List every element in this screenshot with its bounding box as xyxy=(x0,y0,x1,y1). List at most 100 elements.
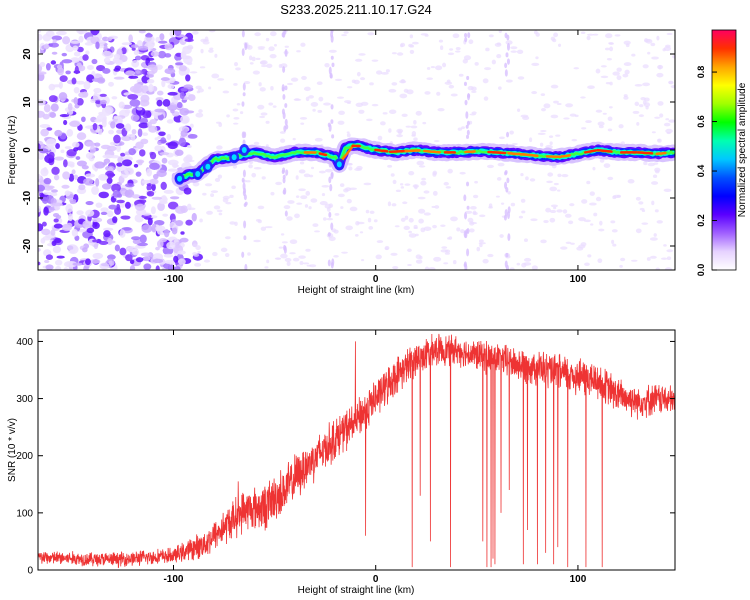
noise-blob xyxy=(39,61,46,68)
noise-blob xyxy=(63,120,68,126)
noise-blob xyxy=(163,253,174,258)
noise-speck xyxy=(295,195,300,199)
noise-blob xyxy=(140,252,151,257)
streak-speck xyxy=(505,52,509,58)
noise-speck xyxy=(421,177,426,181)
noise-speck xyxy=(340,206,344,210)
noise-blob xyxy=(159,151,170,156)
streak-speck xyxy=(330,222,334,231)
noise-speck xyxy=(280,253,288,259)
noise-speck xyxy=(246,45,253,50)
noise-speck xyxy=(597,258,603,263)
noise-speck xyxy=(581,127,587,130)
noise-speck xyxy=(310,198,318,203)
noise-speck xyxy=(467,217,474,223)
noise-speck xyxy=(259,61,267,65)
noise-blob xyxy=(38,205,42,213)
noise-blob xyxy=(99,93,107,97)
noise-speck xyxy=(553,182,559,186)
noise-blob xyxy=(51,51,58,55)
carrier-hot-segment xyxy=(318,152,328,157)
noise-speck xyxy=(642,82,651,87)
figure-title: S233.2025.211.10.17.G24 xyxy=(280,2,432,17)
noise-speck xyxy=(388,109,397,115)
noise-blob xyxy=(143,263,152,270)
noise-speck xyxy=(434,205,440,209)
noise-speck xyxy=(217,174,223,179)
streak-speck xyxy=(464,99,468,106)
noise-blob xyxy=(70,40,81,44)
noise-speck xyxy=(424,266,430,270)
spectrogram-xtick-label: 0 xyxy=(373,274,379,285)
noise-speck xyxy=(366,118,373,122)
noise-blob xyxy=(63,159,68,168)
noise-blob xyxy=(72,262,83,266)
noise-speck xyxy=(627,179,635,184)
noise-blob xyxy=(78,184,86,191)
noise-blob xyxy=(113,53,121,60)
streak-speck xyxy=(330,55,334,60)
noise-blob xyxy=(164,43,173,51)
noise-speck xyxy=(387,164,393,168)
noise-speck xyxy=(452,33,460,39)
noise-speck xyxy=(496,53,502,59)
noise-speck xyxy=(279,131,286,134)
noise-speck xyxy=(599,220,603,226)
noise-blob xyxy=(177,250,186,255)
noise-speck xyxy=(310,102,319,107)
noise-blob xyxy=(38,261,41,266)
noise-speck xyxy=(229,221,236,225)
noise-speck xyxy=(568,220,574,225)
noise-speck xyxy=(659,113,664,118)
noise-blob xyxy=(92,221,100,230)
noise-blob xyxy=(93,87,102,94)
noise-speck xyxy=(305,96,310,102)
noise-blob xyxy=(38,174,41,180)
noise-blob xyxy=(175,220,184,227)
streak-speck xyxy=(327,259,331,267)
noise-blob xyxy=(71,141,80,148)
noise-speck xyxy=(367,32,375,36)
streak-speck xyxy=(466,205,470,210)
noise-blob xyxy=(160,181,167,190)
noise-speck xyxy=(369,82,374,86)
noise-speck xyxy=(216,145,223,150)
noise-speck xyxy=(229,194,234,198)
noise-blob xyxy=(158,131,166,137)
noise-speck xyxy=(586,180,591,185)
noise-speck xyxy=(377,135,383,141)
noise-speck xyxy=(408,230,413,234)
noise-speck xyxy=(341,251,348,254)
noise-blob xyxy=(185,219,193,226)
noise-blob xyxy=(179,91,185,100)
noise-speck xyxy=(384,245,390,250)
noise-blob xyxy=(85,200,94,206)
noise-speck xyxy=(401,113,408,118)
noise-speck xyxy=(334,212,340,216)
streak-speck xyxy=(466,248,470,257)
noise-blob xyxy=(38,99,46,106)
noise-speck xyxy=(510,50,518,53)
noise-speck xyxy=(658,65,662,70)
noise-speck xyxy=(649,255,657,259)
noise-speck xyxy=(557,43,562,47)
noise-blob xyxy=(135,203,146,211)
noise-speck xyxy=(186,44,194,50)
noise-blob xyxy=(115,123,125,129)
noise-speck xyxy=(348,166,353,171)
spectrogram-ytick-label: -10 xyxy=(22,190,33,205)
noise-speck xyxy=(280,138,286,143)
streak-speck xyxy=(241,131,245,139)
carrier-hot-segment xyxy=(584,149,597,154)
noise-speck xyxy=(392,179,397,185)
noise-speck xyxy=(535,56,539,60)
noise-blob xyxy=(51,189,58,193)
noise-speck xyxy=(299,116,308,120)
noise-speck xyxy=(233,62,239,67)
streak-speck xyxy=(466,181,470,187)
noise-blob xyxy=(106,210,114,218)
streak-speck xyxy=(503,214,507,221)
noise-speck xyxy=(476,246,481,252)
noise-blob xyxy=(85,152,93,159)
